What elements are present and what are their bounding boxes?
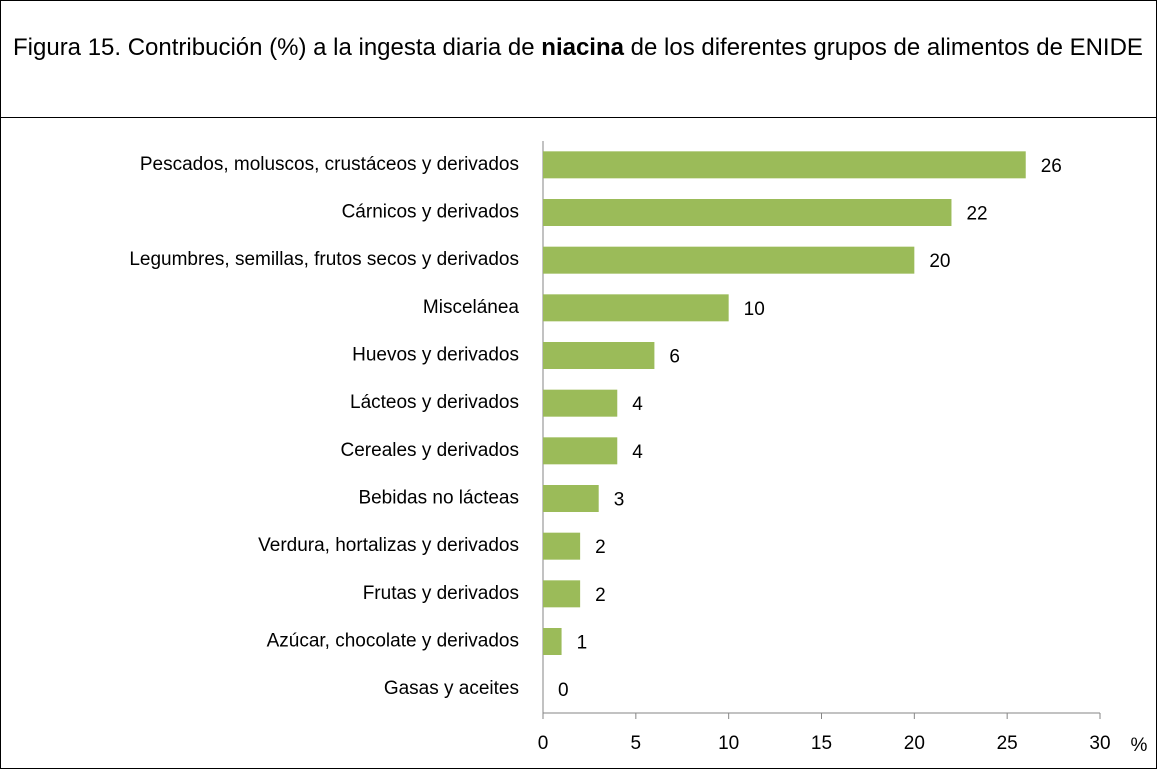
value-label: 4 xyxy=(632,394,643,415)
bar xyxy=(543,628,562,655)
y-tick-label: Frutas y derivados xyxy=(363,583,519,604)
chart-title: Figura 15. Contribución (%) a la ingesta… xyxy=(1,1,1156,118)
y-tick-label: Verdura, hortalizas y derivados xyxy=(258,535,519,556)
bar xyxy=(543,485,599,512)
y-tick-label: Legumbres, semillas, frutos secos y deri… xyxy=(129,249,519,270)
bar xyxy=(543,246,915,274)
x-tick-label: 10 xyxy=(718,733,739,754)
value-label: 2 xyxy=(595,537,606,558)
y-tick-label: Gasas y aceites xyxy=(384,678,519,699)
x-tick-label: 5 xyxy=(631,733,642,754)
title-part: Figura 15. Contribución (%) a la ingesta… xyxy=(13,34,542,61)
value-label: 22 xyxy=(966,204,987,225)
y-tick-label: Cárnicos y derivados xyxy=(342,202,519,223)
x-tick-label: 0 xyxy=(538,733,549,754)
bar xyxy=(543,389,618,417)
x-axis-label: % xyxy=(1131,735,1148,756)
y-tick-label: Azúcar, chocolate y derivados xyxy=(267,631,519,652)
value-label: 20 xyxy=(929,251,950,272)
title-part: de los diferentes grupos de alimentos de… xyxy=(623,34,1143,61)
value-label: 3 xyxy=(614,490,625,511)
bar xyxy=(543,437,618,465)
value-label: 6 xyxy=(669,347,680,368)
bar xyxy=(543,342,655,369)
x-tick-label: 25 xyxy=(997,733,1018,754)
y-tick-label: Bebidas no lácteas xyxy=(358,488,519,509)
value-label: 26 xyxy=(1041,156,1062,177)
value-label: 2 xyxy=(595,585,606,606)
value-label: 1 xyxy=(577,633,588,654)
x-tick-label: 30 xyxy=(1089,733,1110,754)
bar xyxy=(543,151,1026,179)
bar xyxy=(543,199,952,226)
y-tick-label: Huevos y derivados xyxy=(352,345,519,366)
y-tick-label: Cereales y derivados xyxy=(341,440,519,461)
x-tick-label: 15 xyxy=(811,733,832,754)
y-tick-label: Miscelánea xyxy=(423,297,520,318)
value-label: 4 xyxy=(632,442,643,463)
title-bold: niacina xyxy=(541,34,624,61)
value-label: 0 xyxy=(558,680,569,701)
bar xyxy=(543,294,729,322)
y-tick-label: Pescados, moluscos, crustáceos y derivad… xyxy=(140,154,519,175)
y-tick-label: Lácteos y derivados xyxy=(350,392,519,413)
bar xyxy=(543,580,581,608)
value-label: 10 xyxy=(744,299,765,320)
bar xyxy=(543,532,581,560)
x-tick-label: 20 xyxy=(904,733,925,754)
